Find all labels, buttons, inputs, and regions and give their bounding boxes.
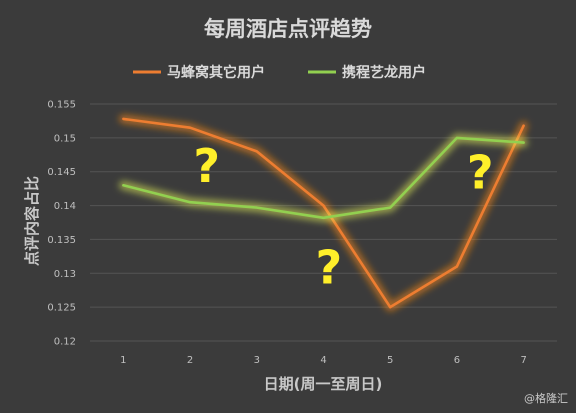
- y-tick-label: 0.13: [54, 269, 76, 280]
- x-tick-label: 2: [187, 355, 193, 366]
- x-tick-label: 5: [387, 355, 393, 366]
- chart-title: 每周酒店点评趋势: [204, 17, 372, 41]
- y-tick-label: 0.14: [54, 201, 76, 212]
- y-tick-label: 0.155: [47, 100, 76, 111]
- annotations: ???: [193, 139, 493, 295]
- watermark: @格隆汇: [524, 391, 568, 405]
- y-axis-title: 点评内容占比: [23, 176, 41, 266]
- y-tick-label: 0.145: [47, 167, 76, 178]
- grid: 0.12 0.125 0.13 0.135 0.14 0.145 0.15 0.155 1 2 3 4…: [47, 100, 557, 366]
- y-tick-label: 0.125: [47, 303, 76, 314]
- x-tick-label: 3: [254, 355, 260, 366]
- x-tick-label: 6: [454, 355, 460, 366]
- question-mark-annotation: ?: [193, 139, 220, 193]
- question-mark-annotation: ?: [467, 146, 494, 200]
- legend-label-2: 携程艺龙用户: [342, 64, 426, 81]
- series-lines: [118, 114, 529, 312]
- x-tick-label: 1: [120, 355, 126, 366]
- x-tick-label: 4: [320, 355, 326, 366]
- question-mark-annotation: ?: [315, 240, 342, 294]
- y-tick-label: 0.15: [54, 133, 76, 144]
- x-tick-label: 7: [520, 355, 526, 366]
- legend: 马蜂窝其它用户 携程艺龙用户: [133, 64, 426, 81]
- legend-label-1: 马蜂窝其它用户: [167, 64, 265, 81]
- x-axis-title: 日期(周一至周日): [264, 375, 383, 393]
- y-tick-label: 0.135: [47, 235, 76, 246]
- y-tick-label: 0.12: [54, 337, 76, 348]
